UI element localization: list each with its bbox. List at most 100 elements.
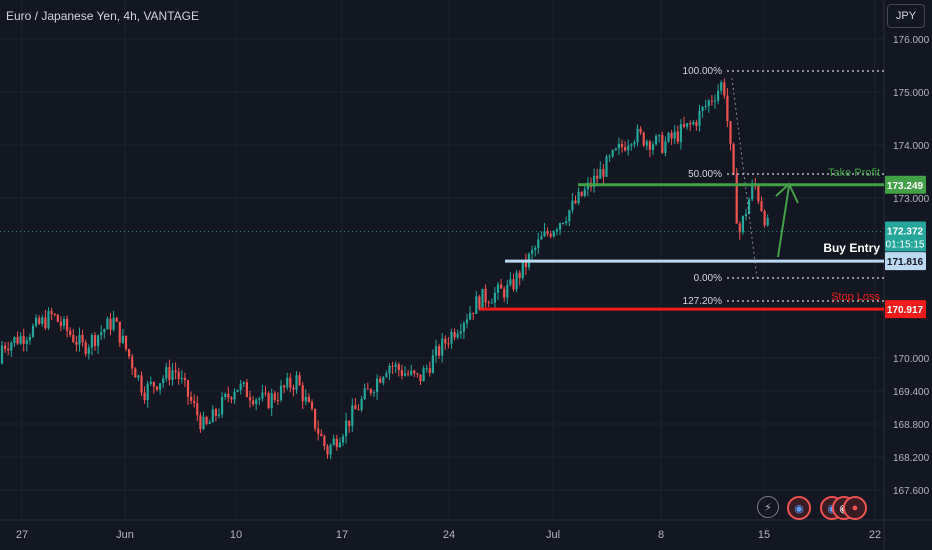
candle [636, 124, 639, 147]
candle [289, 373, 292, 393]
candle-body [118, 321, 121, 343]
candle-body [503, 288, 506, 298]
candle [586, 177, 589, 197]
candle [248, 390, 252, 408]
candle-body [537, 239, 540, 248]
candle [490, 298, 493, 304]
candle [286, 372, 289, 391]
y-tick-label: 176.000 [893, 35, 930, 46]
take-profit-label: Take Profit [828, 167, 880, 179]
candle [230, 396, 233, 404]
candle [221, 392, 224, 418]
last-price-bg [885, 221, 926, 252]
candle-body [741, 216, 744, 233]
candle [599, 161, 602, 179]
candle-body [413, 370, 416, 374]
candle [611, 149, 614, 159]
candle [109, 312, 112, 336]
candle-body [171, 370, 174, 380]
candle-body [667, 133, 670, 142]
candle-body [689, 123, 692, 125]
candle-body [438, 346, 441, 356]
candle-body [351, 405, 354, 426]
candle [661, 131, 664, 154]
candle [7, 341, 10, 356]
candle [100, 325, 103, 340]
candle [307, 393, 310, 403]
candle-body [447, 343, 450, 345]
candle-body [397, 364, 400, 371]
candle-body [19, 336, 22, 344]
candle-body [661, 135, 664, 153]
candle [645, 139, 648, 151]
candle [577, 187, 580, 206]
candle [524, 253, 527, 275]
candle-body [177, 371, 180, 379]
candle [183, 372, 186, 388]
currency-button[interactable]: JPY [887, 4, 925, 28]
candle [41, 314, 44, 327]
candle-body [596, 175, 599, 179]
x-tick-label: 17 [336, 529, 348, 541]
candle [323, 434, 326, 451]
candle-body [233, 391, 236, 400]
candle-body [757, 185, 760, 202]
candle [366, 382, 369, 390]
candle-body [245, 382, 248, 397]
candle [670, 129, 673, 145]
candle-body [478, 296, 481, 309]
candle-body [664, 141, 667, 153]
last-price-countdown: 01:15:15 [886, 239, 925, 250]
candle-body [84, 342, 87, 354]
candle-body [369, 389, 372, 394]
candle [407, 369, 410, 377]
candle-body [0, 345, 4, 364]
candle-body [267, 393, 270, 409]
candle-body [472, 312, 475, 314]
candle [146, 380, 149, 408]
candle [707, 99, 710, 113]
candle-body [190, 396, 193, 401]
candle-body [131, 356, 134, 369]
candle [441, 333, 444, 363]
candle [428, 361, 431, 377]
candle-body [100, 332, 103, 336]
candle-body [304, 396, 307, 402]
candle [115, 316, 118, 323]
x-tick-label: 15 [758, 529, 770, 541]
candle [487, 300, 490, 308]
candle-body [617, 143, 620, 149]
candle [351, 398, 354, 433]
candle-body [298, 375, 301, 386]
candle [397, 362, 400, 377]
candle [630, 142, 633, 151]
candle-body [78, 334, 81, 345]
candle-body [236, 389, 239, 392]
candle-body [289, 377, 292, 388]
candle-body [431, 355, 434, 374]
candle-body [403, 373, 407, 376]
candle-body [698, 110, 701, 126]
candle [382, 375, 385, 386]
candle [227, 386, 230, 403]
candle-body [630, 144, 633, 146]
lightning-icon[interactable]: ⚡ [757, 496, 779, 518]
buy-entry-price-bg [885, 252, 926, 271]
candle [87, 344, 90, 360]
candle [341, 433, 345, 447]
candle-body [341, 436, 345, 443]
candle-body [307, 396, 310, 403]
candle-body [701, 106, 704, 111]
candle [168, 359, 171, 386]
event-flag-icon[interactable]: ● [843, 496, 867, 520]
candle [66, 315, 69, 338]
projection-arrow-head [775, 182, 799, 204]
candle-body [487, 302, 490, 304]
candle [261, 384, 264, 402]
candle-body [462, 323, 465, 332]
candle-body [568, 210, 571, 222]
candle [469, 306, 472, 321]
candle-body [602, 169, 605, 177]
event-flag-icon[interactable]: ◉ [787, 496, 811, 520]
